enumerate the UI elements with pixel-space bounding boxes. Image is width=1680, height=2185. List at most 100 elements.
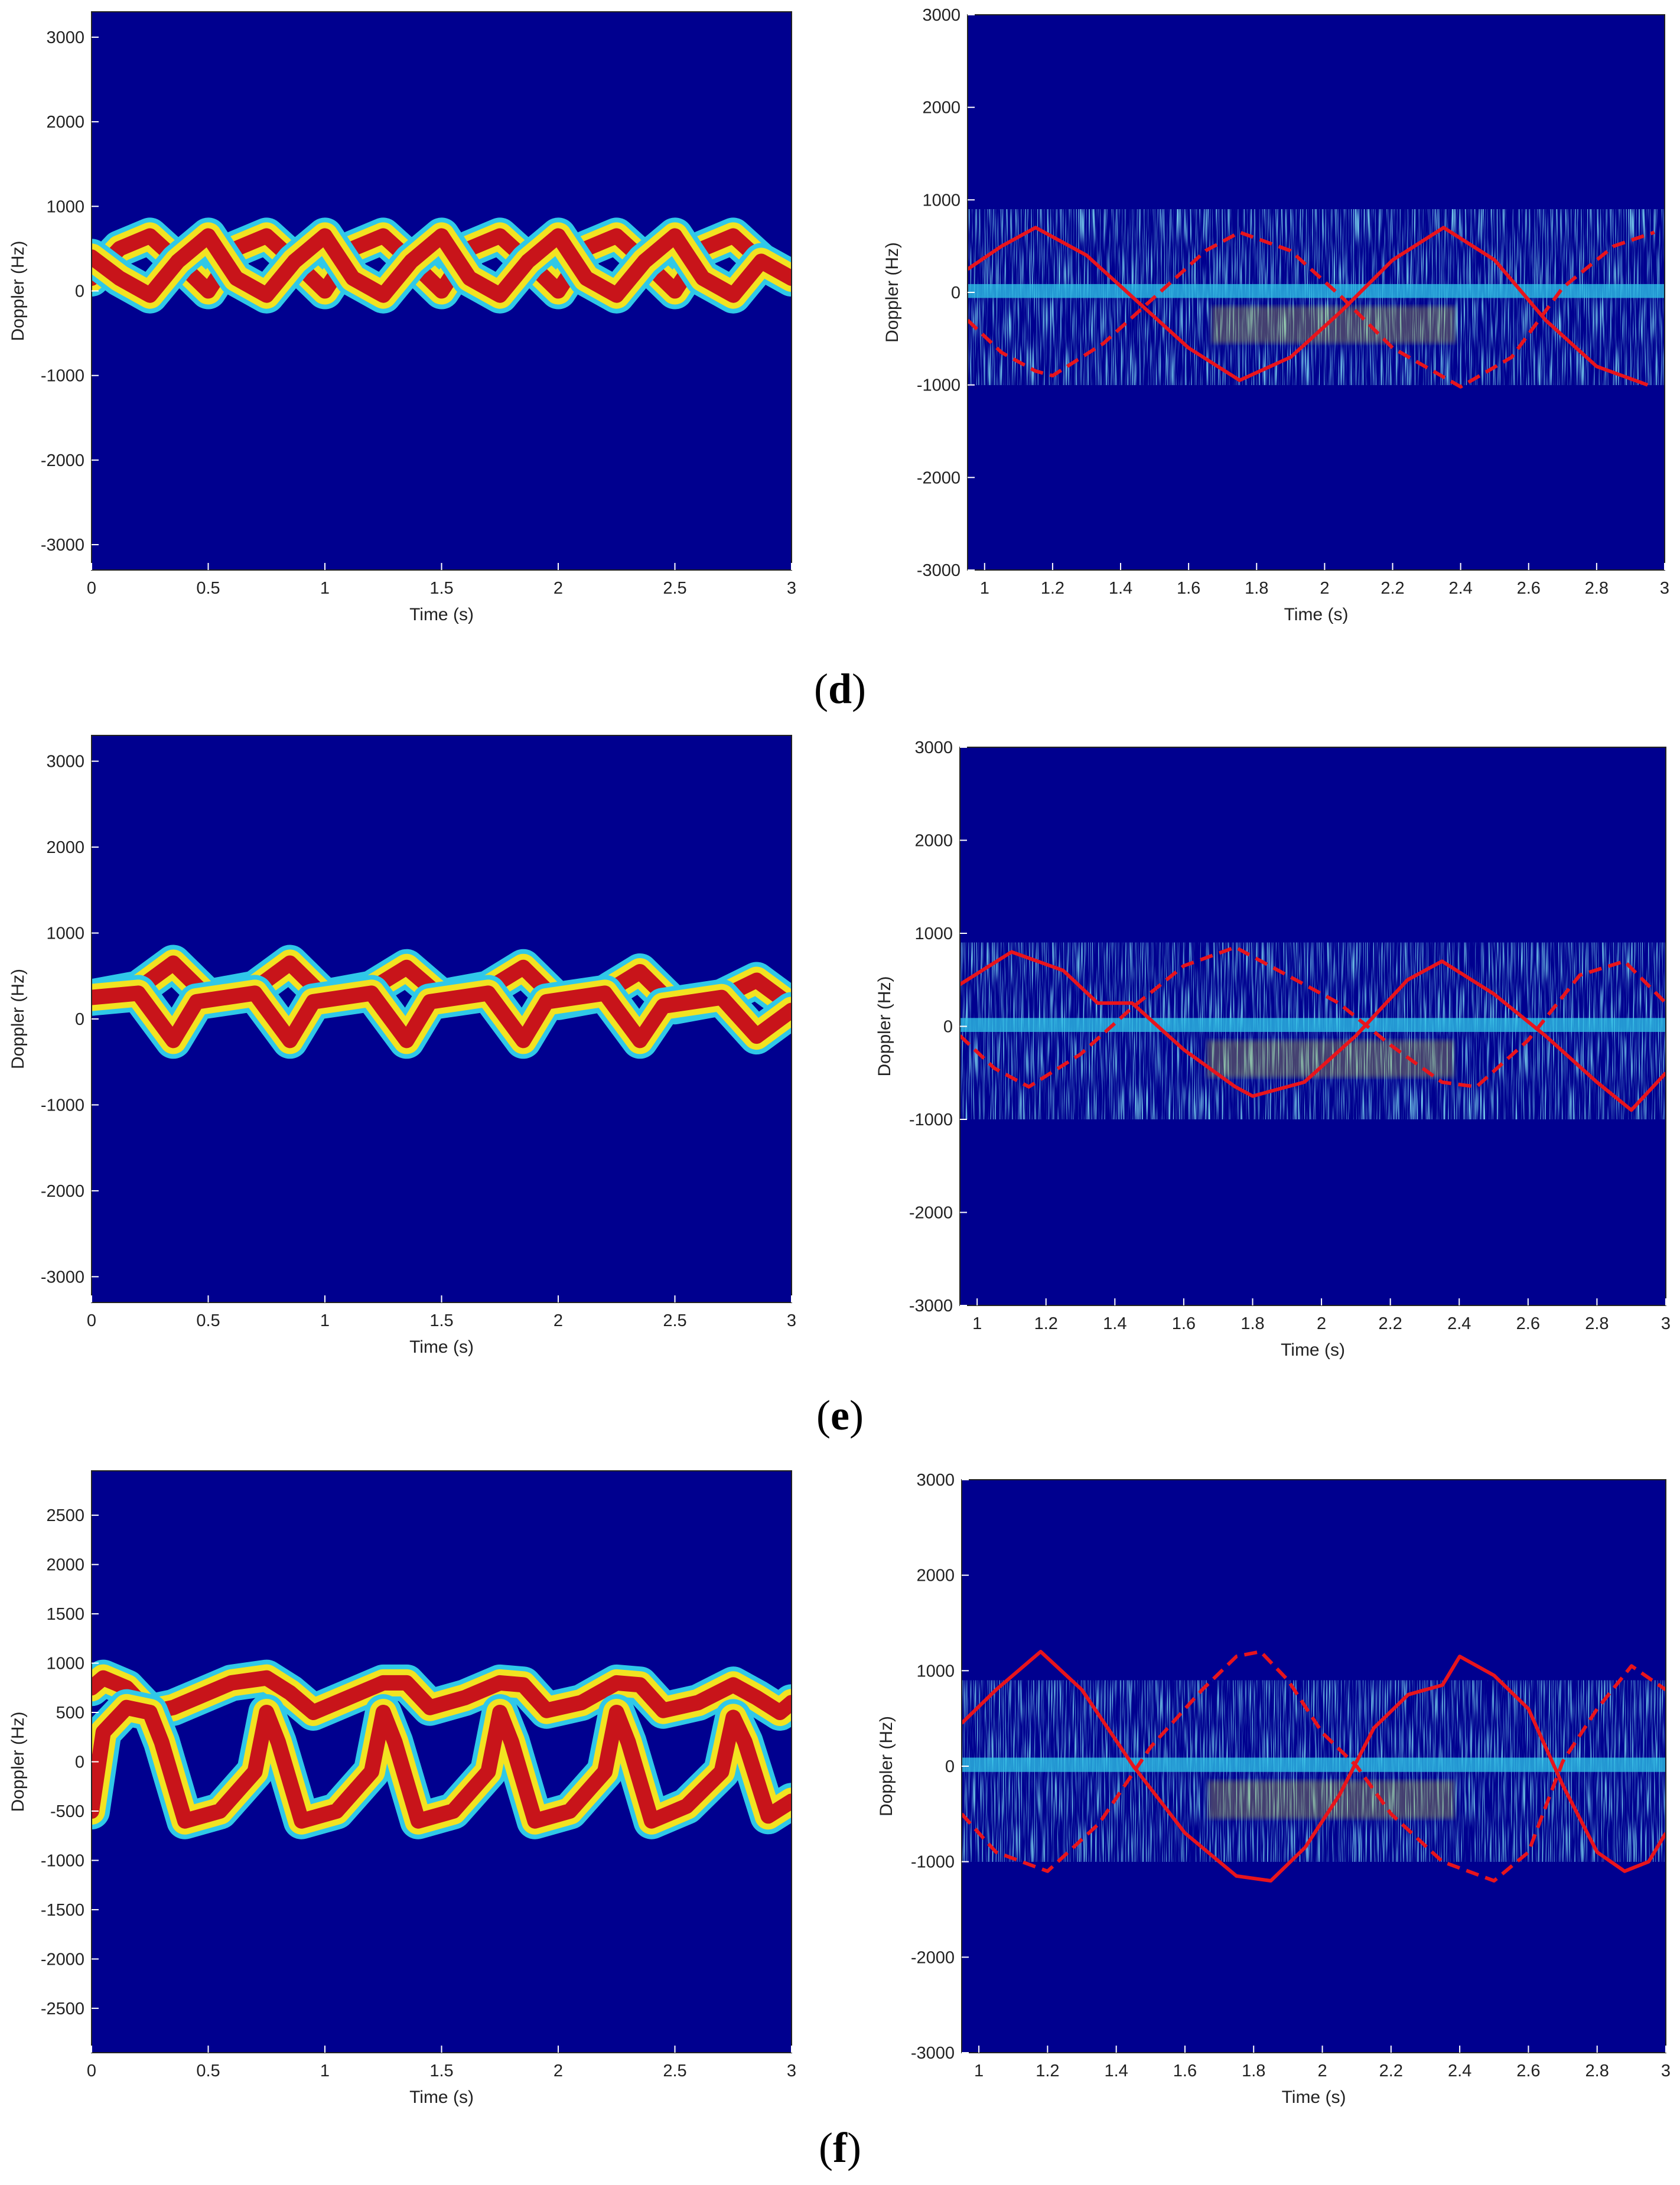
y-tick-label: 1000	[46, 197, 84, 216]
signature-band-core-d-left-2	[92, 228, 792, 303]
x-tick-label: 3	[787, 579, 796, 598]
x-tick-label: 0.5	[196, 579, 220, 598]
model-curve-dashed-e-right	[960, 945, 1666, 1089]
y-tick-label: -3000	[917, 561, 961, 580]
signature-band-core-e-left-2	[92, 985, 792, 1048]
spectrogram-e-right	[960, 942, 1666, 1119]
plot-area-f-left	[92, 1471, 792, 2053]
x-axis-label: Time (s)	[409, 1337, 474, 1357]
x-tick-label: 2.8	[1585, 579, 1609, 598]
x-tick-label: 1	[980, 579, 989, 598]
y-tick-label: 3000	[46, 28, 84, 47]
y-tick-label: 1000	[46, 924, 84, 943]
x-tick-label: 1.8	[1241, 1314, 1264, 1333]
y-tick-label: 2000	[914, 832, 953, 851]
panel-labels: (d) (e) (f)	[814, 665, 866, 2171]
chart-f-left: 0 0.5 1 1.5 2 2.5 3 2500 2000 1500 1000 500 0 -500 -10…	[8, 1470, 796, 2107]
y-tick-label: 1000	[922, 191, 961, 210]
y-tick-label: 2500	[46, 1506, 84, 1525]
y-tick-label: 2000	[46, 113, 84, 132]
model-curve-dashed-f-right	[962, 1650, 1666, 1883]
x-tick-label: 2.4	[1447, 1314, 1471, 1333]
x-tick-label: 3	[787, 2062, 796, 2080]
x-tick-label: 1.4	[1109, 579, 1132, 598]
model-curve-solid-d-right	[968, 226, 1649, 387]
x-tick-label: 1.2	[1036, 2062, 1059, 2080]
panel-label-e: (e)	[816, 1392, 864, 1439]
y-tick-label: -2000	[917, 468, 961, 487]
y-tick-label: -1000	[917, 376, 961, 395]
model-curve-solid-e-right	[960, 950, 1666, 1112]
x-tick-label: 3	[1660, 579, 1669, 598]
x-axis-label: Time (s)	[1282, 2088, 1346, 2107]
x-tick-label: 2.6	[1517, 579, 1541, 598]
x-tick-label: 0	[87, 1311, 96, 1330]
spectrogram-f-left	[92, 1659, 792, 1839]
y-tick-label: 0	[75, 1753, 84, 1772]
y-axis-label: Doppler (Hz)	[875, 976, 894, 1076]
panel-label-f: (f)	[819, 2124, 861, 2171]
x-tick-label: 2.2	[1381, 579, 1404, 598]
energy-patch-d-right	[1212, 306, 1456, 344]
y-axis-label: Doppler (Hz)	[8, 240, 28, 341]
zero-doppler-line-f-right	[962, 1757, 1666, 1772]
chart-e-left: 0 0.5 1 1.5 2 2.5 3 3000 2000 1000 0 -1000 -2000 -300…	[8, 735, 796, 1357]
y-axis-label: Doppler (Hz)	[877, 1716, 896, 1816]
y-tick-label: 1500	[46, 1605, 84, 1624]
x-tick-label: 1.2	[1034, 1314, 1058, 1333]
x-tick-label: 2.5	[663, 579, 686, 598]
y-tick-label: 2000	[922, 99, 961, 118]
x-tick-label: 1	[320, 579, 330, 598]
x-tick-label: 1	[974, 2062, 984, 2080]
signature-band-core-f-left-1	[92, 1670, 792, 1720]
x-tick-label: 0.5	[196, 2062, 220, 2080]
y-tick-label: -2000	[41, 1950, 84, 1969]
x-tick-label: 2	[554, 2062, 563, 2080]
y-tick-label: 3000	[914, 738, 953, 757]
x-axis-label: Time (s)	[409, 2088, 474, 2107]
model-curve-dashed-d-right	[968, 230, 1655, 389]
x-tick-label: 1.5	[429, 579, 453, 598]
spectrogram-clutter-e-right	[960, 942, 1666, 1119]
spectrogram-f-right	[962, 1650, 1666, 1883]
x-tick-label: 2.8	[1585, 2062, 1609, 2080]
y-tick-label: -3000	[911, 2044, 955, 2063]
y-tick-label: -1000	[911, 1853, 955, 1872]
y-tick-label: 3000	[46, 753, 84, 771]
x-tick-label: 2	[1320, 579, 1329, 598]
x-tick-label: 1.5	[429, 2062, 453, 2080]
spectrogram-d-right	[968, 209, 1665, 389]
x-tick-label: 2.2	[1378, 1314, 1402, 1333]
x-tick-label: 2.4	[1448, 579, 1472, 598]
y-tick-label: -3000	[41, 1268, 84, 1287]
x-tick-label: 0	[87, 579, 96, 598]
y-tick-label: -2500	[41, 2000, 84, 2018]
y-tick-label: 1000	[914, 924, 953, 943]
y-tick-label: 0	[75, 282, 84, 301]
model-curve-solid-f-right	[962, 1650, 1666, 1883]
chart-e-right: 1 1.2 1.4 1.6 1.8 2 2.2 2.4 2.6 2.8 3 3000 2000 1000 0…	[875, 738, 1671, 1360]
y-tick-label: -2000	[41, 451, 84, 470]
x-tick-label: 1.4	[1104, 2062, 1128, 2080]
x-tick-label: 1.6	[1173, 2062, 1197, 2080]
y-tick-label: 2000	[46, 838, 84, 857]
x-tick-label: 2	[554, 1311, 563, 1330]
chart-d-right: 1 1.2 1.4 1.6 1.8 2 2.2 2.4 2.6 2.8 3 3000 2000 1000 0…	[883, 6, 1669, 624]
x-axis-label: Time (s)	[409, 605, 474, 624]
x-tick-label: 2	[1317, 2062, 1327, 2080]
y-tick-label: 2000	[46, 1556, 84, 1575]
x-tick-label: 1	[972, 1314, 982, 1333]
y-tick-label: -2000	[909, 1204, 953, 1223]
y-tick-label: 3000	[922, 6, 961, 25]
x-tick-label: 2.6	[1516, 1314, 1540, 1333]
signature-band-core-f-left-2	[92, 1699, 792, 1829]
y-axis-label: Doppler (Hz)	[8, 1711, 28, 1812]
y-tick-label: 3000	[916, 1471, 955, 1490]
zero-doppler-line-e-right	[960, 1018, 1666, 1032]
x-tick-label: 2.5	[663, 1311, 686, 1330]
chart-f-right: 1 1.2 1.4 1.6 1.8 2 2.2 2.4 2.6 2.8 3 3000 2000 1000 0…	[877, 1471, 1671, 2107]
y-tick-label: 500	[56, 1704, 84, 1722]
y-axis-label: Doppler (Hz)	[8, 969, 28, 1069]
x-tick-label: 1.2	[1041, 579, 1064, 598]
